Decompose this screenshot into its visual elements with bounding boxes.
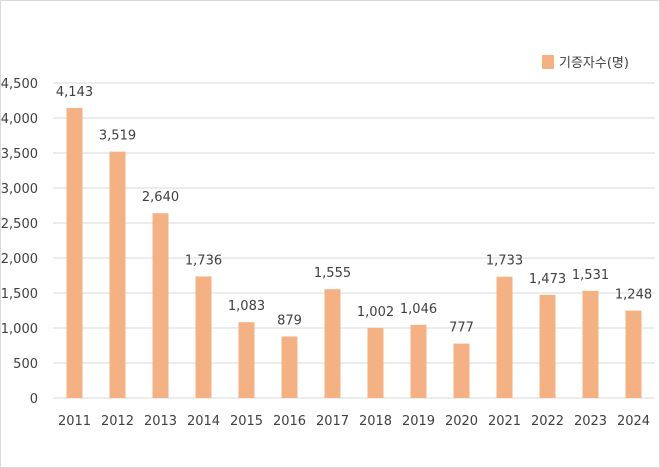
data-label: 1,531	[572, 268, 609, 283]
bar	[281, 336, 298, 398]
y-tick-label: 4,500	[1, 77, 38, 92]
bar	[410, 324, 427, 398]
legend-label: 기증자수(명)	[559, 56, 629, 71]
x-tick-label: 2020	[445, 414, 478, 429]
data-label: 1,083	[228, 299, 265, 314]
x-tick-label: 2019	[402, 414, 435, 429]
x-tick-label: 2015	[230, 414, 263, 429]
data-label: 777	[449, 321, 474, 336]
data-label: 1,473	[529, 272, 566, 287]
data-label: 1,555	[314, 266, 351, 281]
bar	[453, 343, 470, 398]
x-tick-label: 2018	[359, 414, 392, 429]
data-label: 1,736	[185, 253, 222, 268]
data-labels: 4,143 3,519 2,640 1,736 1,083 879 1,555 1,002 1,…	[56, 85, 652, 336]
data-label: 1,248	[615, 288, 652, 303]
y-tick-label: 2,000	[1, 252, 38, 267]
bar	[109, 151, 126, 398]
x-tick-label: 2011	[58, 414, 91, 429]
bar	[324, 289, 341, 398]
gridlines	[53, 82, 655, 399]
data-label: 879	[277, 313, 302, 328]
y-axis-ticks: 0 500 1,000 1,500 2,000 2,500 3,000 3,500 4,000 4…	[1, 77, 38, 407]
data-label: 1,046	[400, 302, 437, 317]
x-tick-label: 2012	[101, 414, 134, 429]
y-tick-label: 500	[13, 357, 38, 372]
data-label: 2,640	[142, 190, 179, 205]
data-label: 4,143	[56, 85, 93, 100]
y-tick-label: 4,000	[1, 112, 38, 127]
bar	[625, 310, 642, 398]
x-tick-label: 2017	[316, 414, 349, 429]
x-tick-label: 2013	[144, 414, 177, 429]
y-tick-label: 3,500	[1, 147, 38, 162]
bar	[238, 322, 255, 398]
data-label: 1,002	[357, 305, 394, 320]
y-tick-label: 1,500	[1, 287, 38, 302]
y-tick-label: 0	[30, 392, 38, 407]
bar	[195, 276, 212, 398]
data-label: 1,733	[486, 254, 523, 269]
x-tick-label: 2023	[574, 414, 607, 429]
bar	[367, 327, 384, 398]
x-tick-label: 2024	[617, 414, 650, 429]
bar	[152, 213, 169, 398]
bar	[582, 290, 599, 398]
x-tick-label: 2021	[488, 414, 521, 429]
y-tick-label: 3,000	[1, 182, 38, 197]
y-tick-label: 2,500	[1, 217, 38, 232]
bar	[496, 276, 513, 398]
bar	[539, 294, 556, 398]
x-tick-label: 2022	[531, 414, 564, 429]
x-tick-label: 2016	[273, 414, 306, 429]
bar	[66, 107, 83, 399]
x-tick-label: 2014	[187, 414, 220, 429]
legend-swatch	[542, 55, 554, 69]
data-label: 3,519	[99, 129, 136, 144]
legend: 기증자수(명)	[542, 55, 629, 71]
x-axis-ticks: 2011 2012 2013 2014 2015 2016 2017 2018 2019 2020…	[58, 414, 650, 429]
bars	[66, 107, 642, 399]
y-tick-label: 1,000	[1, 322, 38, 337]
